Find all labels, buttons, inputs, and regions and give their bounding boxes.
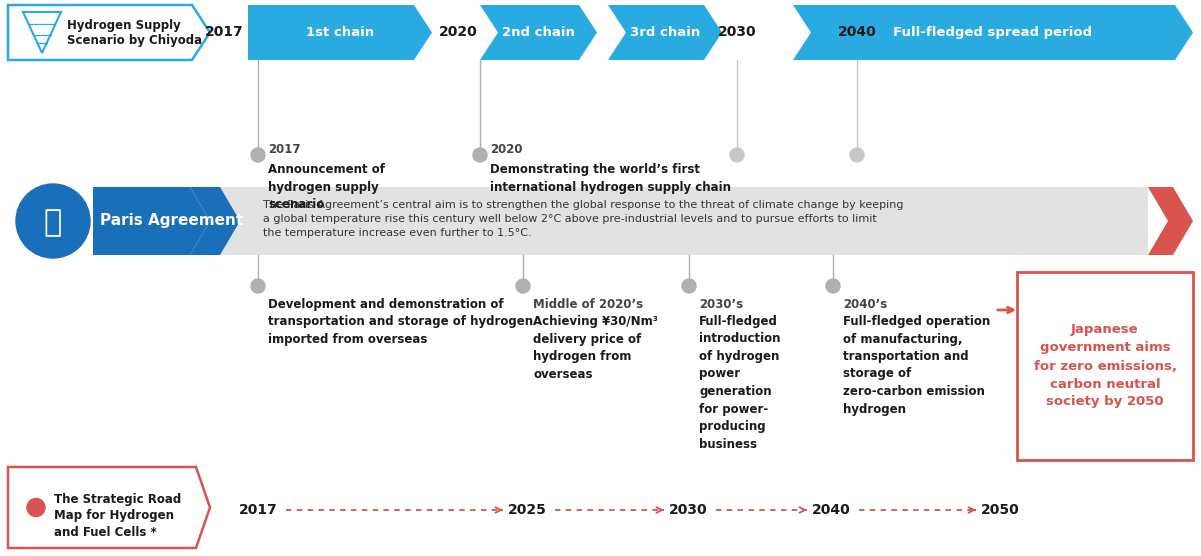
Text: Scenario by Chiyoda: Scenario by Chiyoda (67, 34, 202, 47)
Text: The Strategic Road: The Strategic Road (54, 494, 181, 507)
Text: 3rd chain: 3rd chain (629, 26, 700, 39)
Text: Japanese
government aims
for zero emissions,
carbon neutral
society by 2050: Japanese government aims for zero emissi… (1034, 324, 1177, 409)
Text: 2030: 2030 (669, 503, 707, 517)
Circle shape (516, 279, 530, 293)
Text: 🗼: 🗼 (44, 208, 62, 237)
Text: 2030’s: 2030’s (699, 298, 743, 311)
Circle shape (730, 148, 743, 162)
Polygon shape (608, 5, 722, 60)
Circle shape (473, 148, 486, 162)
Polygon shape (1148, 187, 1193, 255)
Text: 2nd chain: 2nd chain (502, 26, 575, 39)
Circle shape (251, 148, 265, 162)
Circle shape (16, 184, 90, 258)
Polygon shape (793, 5, 1193, 60)
Text: 2017: 2017 (239, 503, 277, 517)
Text: Full-fledged spread period: Full-fledged spread period (894, 26, 1093, 39)
Text: 2025: 2025 (508, 503, 546, 517)
Text: The Paris Agreement’s central aim is to strengthen the global response to the th: The Paris Agreement’s central aim is to … (263, 200, 903, 239)
Text: Achieving ¥30/Nm³
delivery price of
hydrogen from
overseas: Achieving ¥30/Nm³ delivery price of hydr… (533, 315, 658, 380)
Text: Hydrogen Supply: Hydrogen Supply (67, 19, 180, 32)
Text: Announcement of
hydrogen supply
scenario: Announcement of hydrogen supply scenario (268, 163, 386, 211)
Polygon shape (247, 5, 432, 60)
Polygon shape (210, 187, 1148, 255)
Text: Full-fledged
introduction
of hydrogen
power
generation
for power-
producing
busi: Full-fledged introduction of hydrogen po… (699, 315, 781, 450)
Polygon shape (8, 467, 210, 548)
Circle shape (826, 279, 839, 293)
Text: 2017: 2017 (268, 143, 300, 156)
Text: 2020: 2020 (490, 143, 522, 156)
Text: 2030: 2030 (718, 26, 757, 39)
Text: Development and demonstration of
transportation and storage of hydrogen
imported: Development and demonstration of transpo… (268, 298, 533, 346)
FancyBboxPatch shape (1017, 272, 1193, 460)
Text: Middle of 2020’s: Middle of 2020’s (533, 298, 643, 311)
Text: 2020: 2020 (438, 26, 477, 39)
Circle shape (26, 499, 44, 517)
Text: Full-fledged operation
of manufacturing,
transportation and
storage of
zero-carb: Full-fledged operation of manufacturing,… (843, 315, 991, 415)
Text: 2040’s: 2040’s (843, 298, 888, 311)
Text: Map for Hydrogen: Map for Hydrogen (54, 509, 174, 523)
Text: 2017: 2017 (204, 26, 244, 39)
Polygon shape (190, 187, 240, 255)
Text: and Fuel Cells *: and Fuel Cells * (54, 525, 157, 539)
Polygon shape (8, 5, 210, 60)
Circle shape (850, 148, 864, 162)
Text: Demonstrating the world’s first
international hydrogen supply chain: Demonstrating the world’s first internat… (490, 163, 731, 193)
Polygon shape (92, 187, 210, 255)
Circle shape (682, 279, 697, 293)
Polygon shape (480, 5, 597, 60)
Text: 2040: 2040 (812, 503, 850, 517)
Text: Paris Agreement: Paris Agreement (100, 214, 243, 229)
Text: 1st chain: 1st chain (306, 26, 374, 39)
Text: 2040: 2040 (837, 26, 877, 39)
Text: 2050: 2050 (981, 503, 1020, 517)
Polygon shape (23, 12, 61, 53)
Circle shape (251, 279, 265, 293)
